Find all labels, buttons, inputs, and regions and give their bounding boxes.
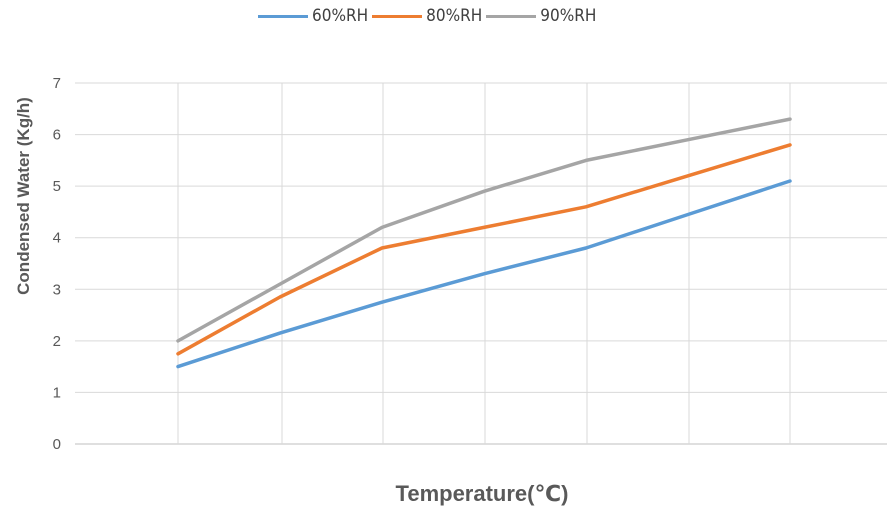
legend-item-80rh: 80%RH	[372, 6, 482, 26]
y-tick-label: 2	[53, 333, 61, 350]
legend-swatch-80rh	[372, 14, 423, 18]
legend-label-60rh: 60%RH	[312, 6, 369, 26]
y-tick-label: 6	[53, 127, 61, 144]
y-tick-label: 1	[53, 384, 61, 401]
series-line-90rh	[176, 117, 792, 343]
y-tick-label: 7	[53, 75, 61, 92]
y-tick-label: 4	[53, 230, 61, 247]
x-axis-title: Temperature(℃)	[395, 481, 569, 506]
legend-item-60rh: 60%RH	[258, 6, 368, 26]
legend-label-80rh: 80%RH	[426, 6, 483, 26]
series-line-80rh	[176, 143, 792, 356]
series-line-60rh	[176, 179, 792, 369]
y-tick-label: 0	[53, 436, 61, 453]
y-tick-label: 3	[53, 281, 61, 298]
legend: 60%RH 80%RH 90%RH	[258, 6, 600, 26]
legend-swatch-60rh	[258, 14, 308, 18]
legend-item-90rh: 90%RH	[486, 6, 596, 26]
legend-swatch-90rh	[486, 14, 537, 18]
y-tick-label: 5	[53, 178, 61, 195]
legend-label-90rh: 90%RH	[540, 6, 597, 26]
